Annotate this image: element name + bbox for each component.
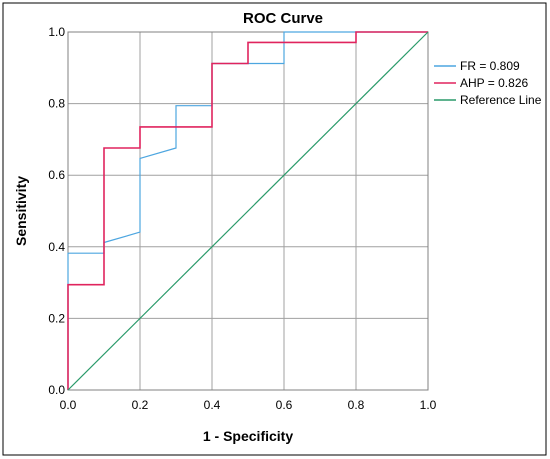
grid-layer xyxy=(68,32,428,390)
x-tick-label-4: 0.8 xyxy=(348,398,365,412)
x-tick-label-5: 1.0 xyxy=(420,398,437,412)
x-tick-label-1: 0.2 xyxy=(132,398,149,412)
chart-title: ROC Curve xyxy=(243,10,323,27)
y-axis-title: Sensitivity xyxy=(13,176,29,246)
x-tick-label-3: 0.6 xyxy=(276,398,293,412)
series-line-1 xyxy=(67,31,428,390)
x-axis-title: 1 - Specificity xyxy=(203,428,293,444)
legend-label-0: FR = 0.809 xyxy=(460,59,520,73)
series-line-2 xyxy=(67,31,429,391)
y-tick-label-4: 0.8 xyxy=(48,97,65,111)
plot-border xyxy=(67,31,429,391)
y-tick-label-5: 1.0 xyxy=(48,25,65,39)
legend: FR = 0.809 AHP = 0.826 Reference Line xyxy=(434,59,542,107)
y-tick-label-3: 0.6 xyxy=(48,168,65,182)
x-tick-label-0: 0.0 xyxy=(60,398,77,412)
y-tick-label-2: 0.4 xyxy=(48,240,65,254)
x-tick-labels: 0.0 0.2 0.4 0.6 0.8 1.0 xyxy=(60,398,437,412)
series-layer xyxy=(67,31,429,391)
legend-label-1: AHP = 0.826 xyxy=(460,76,528,90)
y-tick-labels: 0.0 0.2 0.4 0.6 0.8 1.0 xyxy=(48,25,65,397)
x-tick-label-2: 0.4 xyxy=(204,398,221,412)
y-tick-label-0: 0.0 xyxy=(48,383,65,397)
legend-label-2: Reference Line xyxy=(460,93,542,107)
y-tick-label-1: 0.2 xyxy=(48,311,65,325)
